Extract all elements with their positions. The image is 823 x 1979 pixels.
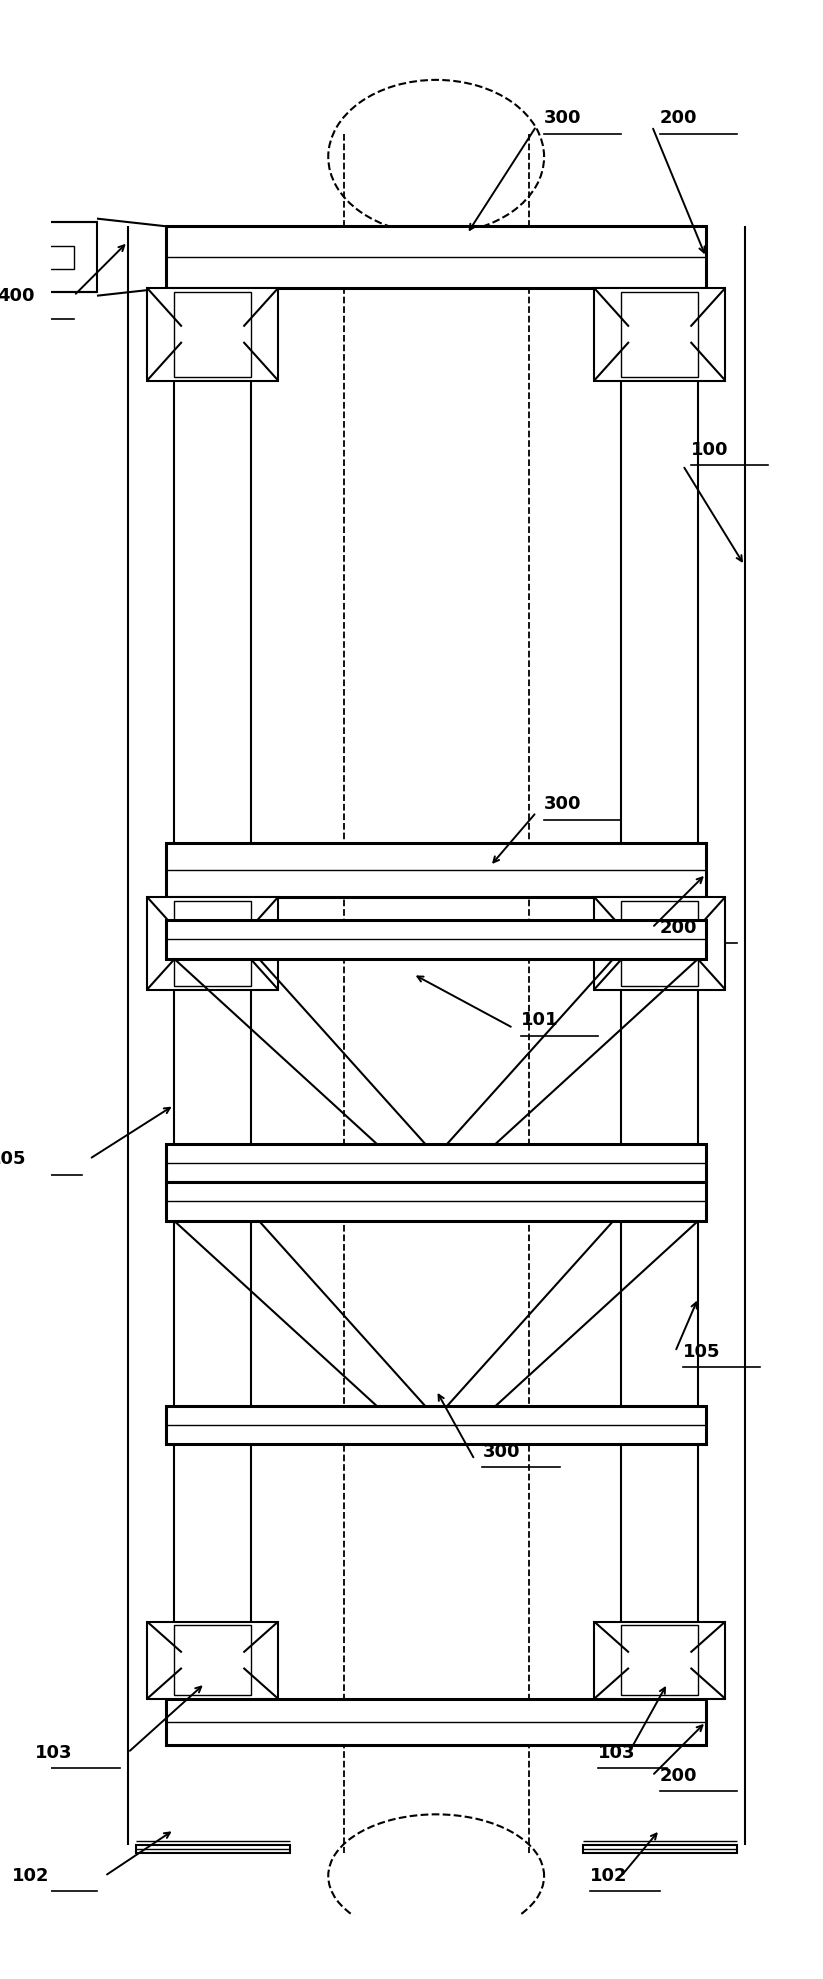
Bar (43, 245, 74, 269)
Text: 100: 100 (690, 441, 728, 459)
Bar (166, 920, 706, 958)
Bar (174, 291, 251, 376)
Bar (174, 900, 251, 986)
Bar (147, 896, 278, 990)
Bar (147, 1621, 278, 1698)
Text: 200: 200 (660, 918, 697, 936)
Bar (594, 289, 725, 380)
Bar (43, 222, 97, 291)
Bar (621, 900, 698, 986)
Bar (166, 1405, 706, 1445)
Text: 105: 105 (0, 1150, 26, 1168)
Text: 200: 200 (660, 109, 697, 127)
Bar (147, 289, 278, 380)
Text: 300: 300 (544, 796, 582, 813)
Text: 102: 102 (12, 1866, 49, 1886)
Bar (166, 226, 706, 289)
Bar (174, 1625, 251, 1694)
Bar (621, 291, 698, 376)
Bar (594, 1621, 725, 1698)
Text: 400: 400 (0, 287, 35, 305)
Bar (594, 896, 725, 990)
Bar (166, 1181, 706, 1221)
Text: 103: 103 (598, 1743, 635, 1761)
Text: 102: 102 (590, 1866, 628, 1886)
Text: 103: 103 (35, 1743, 72, 1761)
Text: 105: 105 (683, 1344, 720, 1362)
Bar (166, 843, 706, 896)
Bar (583, 1844, 737, 1852)
Bar (166, 1698, 706, 1745)
Bar (166, 1144, 706, 1181)
Bar (621, 1625, 698, 1694)
Bar (136, 1844, 290, 1852)
Text: 300: 300 (544, 109, 582, 127)
Text: 300: 300 (482, 1443, 520, 1461)
Text: 101: 101 (521, 1011, 559, 1029)
Text: 200: 200 (660, 1767, 697, 1785)
